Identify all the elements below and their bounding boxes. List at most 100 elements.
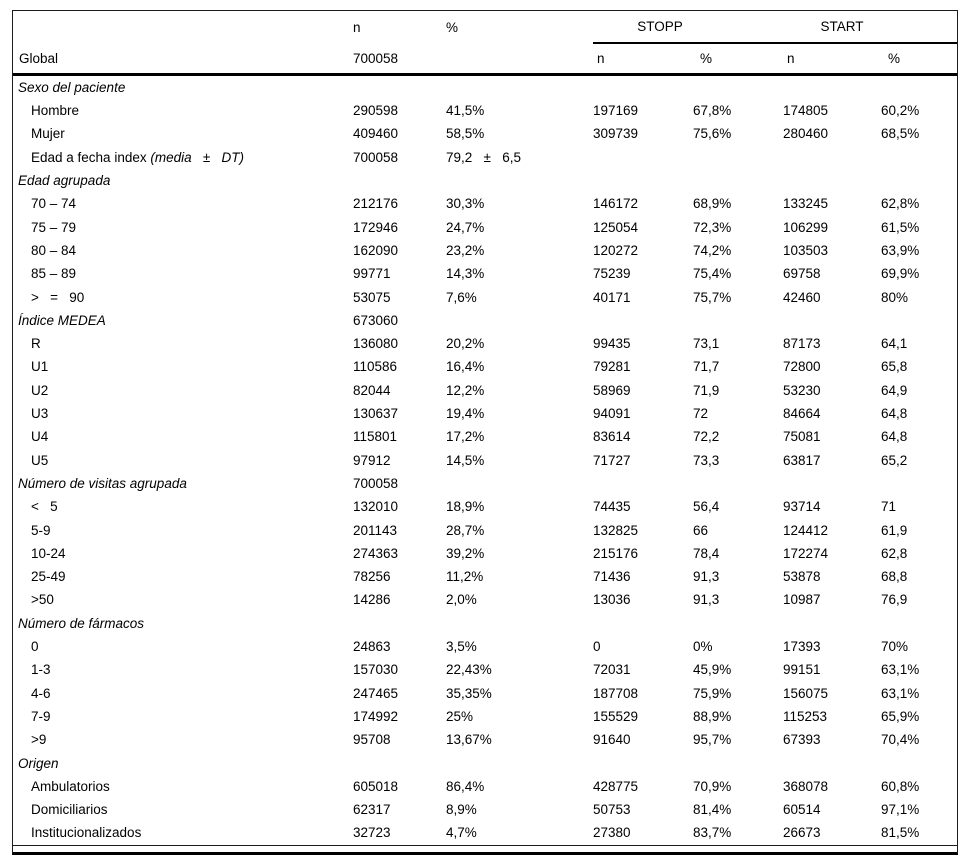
table-row: Domiciliarios 62317 8,9% 50753 81,4% 60514 97,… [13, 798, 957, 821]
cell-n: 132010 [353, 499, 399, 515]
cell-n: 115801 [353, 429, 398, 445]
table-row: Edad a fecha index (media ± DT) 700058 79,… [13, 146, 957, 169]
cell-stopp-n [593, 169, 693, 192]
table-row: 75 – 79 172946 24,7% 125054 72,3% 106299 61,5% [13, 216, 957, 239]
cell-start-pct: 61,5% [881, 219, 920, 235]
cell-pct: 30,3% [446, 196, 485, 212]
cell-stopp-pct: 75,7% [693, 289, 732, 305]
cell-n: 700058 [353, 149, 399, 165]
cell-start-pct: 60,8% [881, 778, 920, 794]
cell-start-pct [881, 309, 957, 332]
cell-stopp-n: 120272 [593, 242, 639, 258]
cell-stopp-pct: 78,4 [693, 545, 720, 561]
cell-stopp-pct [693, 309, 783, 332]
cell-pct: 23,2% [446, 242, 485, 258]
cell-stopp-pct: 72,3% [693, 219, 732, 235]
table-row: Institucionalizados 32723 4,7% 27380 83,7% 26… [13, 822, 957, 845]
cell-start-n: 10987 [783, 592, 821, 608]
cell-start-pct: 63,1% [881, 662, 920, 678]
cell-start-n: 72800 [783, 359, 821, 375]
cell-stopp-n: 309739 [593, 126, 639, 142]
cell-pct: 28,7% [446, 522, 485, 538]
table-row: 4-6 247465 35,35% 187708 75,9% 156075 63,1% [13, 682, 957, 705]
subheader-start-n: n [787, 50, 795, 66]
cell-start-pct: 63,9% [881, 242, 920, 258]
row-label: Número de visitas agrupada [18, 475, 187, 491]
cell-pct: 22,43% [446, 662, 492, 678]
row-label: 0 [31, 639, 39, 655]
row-label: U4 [31, 429, 49, 445]
column-header-n: n [353, 19, 361, 35]
column-group-stopp: STOPP [593, 11, 783, 44]
cell-n: 673060 [353, 312, 399, 328]
cell-n: 78256 [353, 569, 391, 585]
cell-start-n [783, 309, 881, 332]
row-label: Mujer [31, 126, 65, 142]
cell-start-pct: 68,5% [881, 126, 920, 142]
cell-start-pct: 64,9 [881, 382, 908, 398]
cell-pct [446, 472, 593, 495]
table-row: 5-9 201143 28,7% 132825 66 124412 61,9 [13, 519, 957, 542]
cell-start-n: 26673 [783, 825, 821, 841]
cell-n: 247465 [353, 685, 399, 701]
row-label: Institucionalizados [31, 825, 142, 841]
cell-n: 32723 [353, 825, 391, 841]
cell-stopp-pct: 66 [693, 522, 709, 538]
row-label: Sexo del paciente [18, 79, 126, 95]
subheader-stopp-n: n [597, 50, 605, 66]
cell-n: 212176 [353, 196, 399, 212]
cell-stopp-pct: 72 [693, 406, 709, 422]
cell-stopp-pct: 0% [693, 639, 713, 655]
cell-start-pct [881, 169, 957, 192]
cell-stopp-n: 215176 [593, 545, 639, 561]
cell-start-n: 106299 [783, 219, 829, 235]
cell-pct: 19,4% [446, 406, 485, 422]
cell-start-pct: 60,2% [881, 103, 920, 119]
row-label: Edad agrupada [18, 173, 111, 189]
cell-start-n: 156075 [783, 685, 829, 701]
cell-pct: 11,2% [446, 569, 484, 585]
cell-n: 700058 [353, 475, 399, 491]
table-row: Mujer 409460 58,5% 309739 75,6% 280460 68,5% [13, 123, 957, 146]
cell-pct: 20,2% [446, 336, 485, 352]
cell-n: 99771 [353, 266, 391, 282]
table-row: > = 90 53075 7,6% 40171 75,7% 42460 80% [13, 286, 957, 309]
cell-start-pct: 64,1 [881, 336, 908, 352]
cell-start-n: 67393 [783, 732, 821, 748]
cell-stopp-n: 125054 [593, 219, 639, 235]
table-body: Sexo del paciente Hombre 290598 41,5% 197169… [13, 76, 957, 845]
cell-pct: 39,2% [446, 545, 485, 561]
cell-stopp-n: 132825 [593, 522, 639, 538]
cell-start-n [783, 76, 881, 99]
cell-stopp-n: 58969 [593, 382, 631, 398]
cell-start-n [783, 752, 881, 775]
cell-start-n [783, 169, 881, 192]
row-label: < 5 [31, 499, 58, 515]
cell-start-pct [881, 146, 957, 169]
header-row-top: n % STOPP START [13, 11, 957, 44]
cell-stopp-pct: 56,4 [693, 499, 720, 515]
cell-stopp-n: 71436 [593, 569, 631, 585]
cell-start-pct: 76,9 [881, 592, 908, 608]
cell-n: 201143 [353, 522, 398, 538]
cell-start-pct [881, 752, 957, 775]
cell-pct [446, 612, 593, 635]
cell-start-n: 87173 [783, 336, 821, 352]
table-row: U5 97912 14,5% 71727 73,3 63817 65,2 [13, 449, 957, 472]
section-row: Índice MEDEA 673060 [13, 309, 957, 332]
cell-start-n: 124412 [783, 522, 829, 538]
row-label: 85 – 89 [31, 266, 77, 282]
cell-n: 97912 [353, 452, 391, 468]
cell-stopp-n: 94091 [593, 406, 631, 422]
cell-start-n [783, 612, 881, 635]
cell-stopp-n: 187708 [593, 685, 639, 701]
cell-stopp-pct: 81,4% [693, 802, 732, 818]
cell-n: 605018 [353, 778, 399, 794]
cell-n: 95708 [353, 732, 391, 748]
cell-start-pct: 70% [881, 639, 909, 655]
cell-n: 157030 [353, 662, 399, 678]
cell-start-n: 69758 [783, 266, 821, 282]
cell-pct: 3,5% [446, 639, 477, 655]
cell-start-n [783, 472, 881, 495]
row-label: 5-9 [31, 522, 51, 538]
